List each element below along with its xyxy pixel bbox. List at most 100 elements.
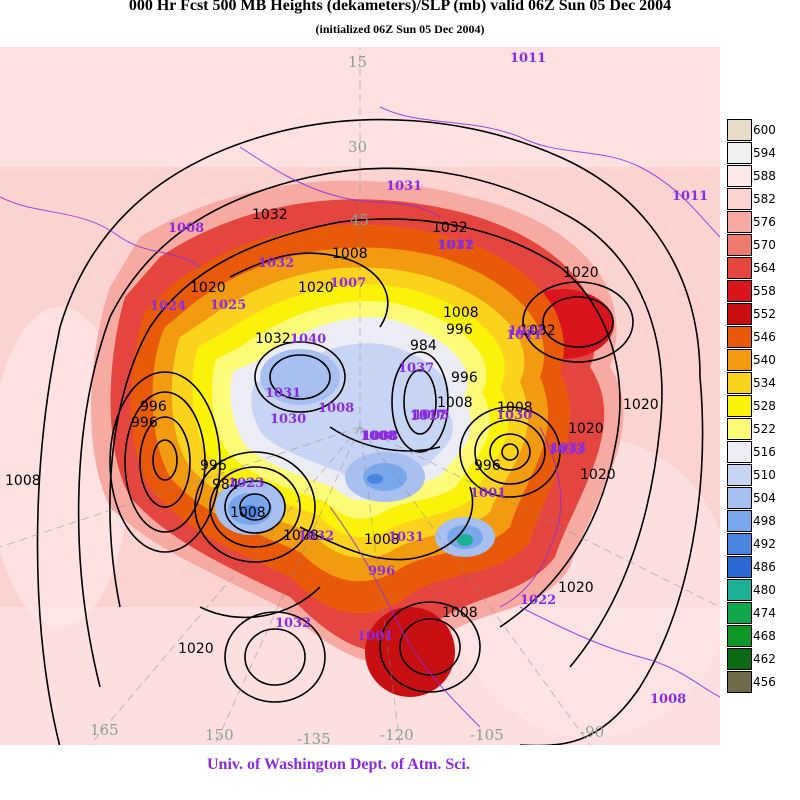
purple-label: 1022	[520, 593, 556, 608]
black-label: 1020	[190, 280, 226, 296]
purple-label: 1032	[275, 616, 311, 631]
black-label: 1008	[443, 305, 479, 321]
weather-map: 1032 1008 1032 1020 1032 1008 1020 1008 …	[0, 47, 720, 745]
legend-swatch	[727, 487, 752, 509]
purple-label: 1008	[318, 401, 354, 416]
purple-label: 1001	[357, 629, 393, 644]
black-label: 996	[446, 322, 473, 338]
legend-label: 540	[753, 353, 776, 367]
legend-swatch	[727, 326, 752, 348]
purple-label: 1011	[437, 238, 473, 253]
legend-swatch	[727, 671, 752, 693]
legend-swatch	[727, 556, 752, 578]
height-shading	[91, 180, 624, 697]
black-label: 996	[474, 458, 501, 474]
black-label: 996	[451, 370, 478, 386]
purple-label: 1008	[168, 221, 204, 236]
legend-swatch	[727, 510, 752, 532]
isobars	[36, 118, 704, 745]
purple-label: 1037	[398, 361, 434, 376]
legend-label: 570	[753, 238, 776, 252]
color-legend	[727, 119, 752, 694]
map-subtitle: (initialized 06Z Sun 05 Dec 2004)	[315, 22, 485, 36]
black-label: 1020	[580, 467, 616, 483]
credit-text: Univ. of Washington Dept. of Atm. Sci.	[207, 756, 470, 773]
lon-label: -105	[470, 726, 504, 744]
legend-label: 594	[753, 146, 776, 160]
black-label: 1008	[332, 246, 368, 262]
legend-label: 522	[753, 422, 776, 436]
black-label: 1020	[568, 421, 604, 437]
lon-label: -135	[297, 730, 331, 745]
purple-label: 996	[368, 564, 395, 579]
purple-label: 1025	[210, 298, 246, 313]
legend-swatch	[727, 579, 752, 601]
black-label: 1032	[252, 207, 288, 223]
legend-label: 504	[753, 491, 776, 505]
purple-label: 1017	[410, 409, 446, 424]
legend-label: 552	[753, 307, 776, 321]
black-label: 1008	[5, 473, 41, 489]
legend-swatch	[727, 165, 752, 187]
legend-swatch	[727, 418, 752, 440]
purple-label: 1033	[548, 443, 584, 458]
purple-label: 1007	[330, 276, 366, 291]
black-label: 996	[140, 399, 167, 415]
legend-label: 468	[753, 629, 776, 643]
legend-label: 480	[753, 583, 776, 597]
black-label: 996	[200, 458, 227, 474]
lon-label: -120	[380, 726, 414, 744]
black-label: 984	[410, 338, 437, 354]
lon-label: -90	[580, 723, 604, 741]
purple-label: 1030	[496, 408, 532, 423]
black-label: 1008	[497, 400, 533, 416]
lon-label: 15	[348, 53, 367, 71]
black-label: 1020	[623, 397, 659, 413]
purple-label: 1033	[550, 441, 586, 456]
map-title: 000 Hr Fcst 500 MB Heights (dekameters)/…	[128, 0, 672, 14]
legend-swatch	[727, 119, 752, 141]
black-label: 1008	[364, 532, 400, 548]
purple-label: 1023	[228, 476, 264, 491]
black-label: 1008	[442, 605, 478, 621]
legend-label: 462	[753, 652, 776, 666]
purple-label: 1001	[470, 486, 506, 501]
legend-swatch	[727, 372, 752, 394]
purple-label: 1017	[410, 408, 446, 423]
black-slp-labels: 1032 1008 1032 1020 1032 1008 1020 1008 …	[5, 207, 659, 657]
legend-swatch	[727, 303, 752, 325]
black-label: 1032	[255, 331, 291, 347]
legend-swatch	[727, 257, 752, 279]
legend-swatch	[727, 602, 752, 624]
legend-swatch	[727, 188, 752, 210]
purple-label: 1032	[508, 324, 544, 339]
coastlines	[0, 106, 720, 728]
black-label: 1032	[520, 323, 556, 339]
purple-label: 1011	[510, 51, 546, 66]
lon-label: 45	[350, 211, 369, 229]
purple-label: 1032	[298, 529, 334, 544]
black-label: 984	[212, 477, 239, 493]
purple-label: 1008	[413, 408, 449, 423]
legend-label: 474	[753, 606, 776, 620]
legend-label: 558	[753, 284, 776, 298]
lon-label: 165	[90, 721, 119, 739]
legend-label: 510	[753, 468, 776, 482]
black-label: 1008	[283, 528, 319, 544]
legend-swatch	[727, 625, 752, 647]
purple-label: 1031	[265, 386, 301, 401]
purple-label: 1032	[258, 256, 294, 271]
meridians	[0, 47, 720, 745]
legend-swatch	[727, 395, 752, 417]
legend-swatch	[727, 234, 752, 256]
purple-slp-labels: 1011 1011 1008 1031 1032 1032 1024 1025 …	[150, 51, 708, 707]
black-label: 1008	[230, 505, 266, 521]
black-label: 1008	[437, 395, 473, 411]
legend-swatch	[727, 648, 752, 670]
legend-label: 486	[753, 560, 776, 574]
purple-label: 1032	[438, 238, 474, 253]
purple-label: 1008	[362, 429, 398, 444]
legend-label: 516	[753, 445, 776, 459]
legend-label: 498	[753, 514, 776, 528]
legend-label: 534	[753, 376, 776, 390]
